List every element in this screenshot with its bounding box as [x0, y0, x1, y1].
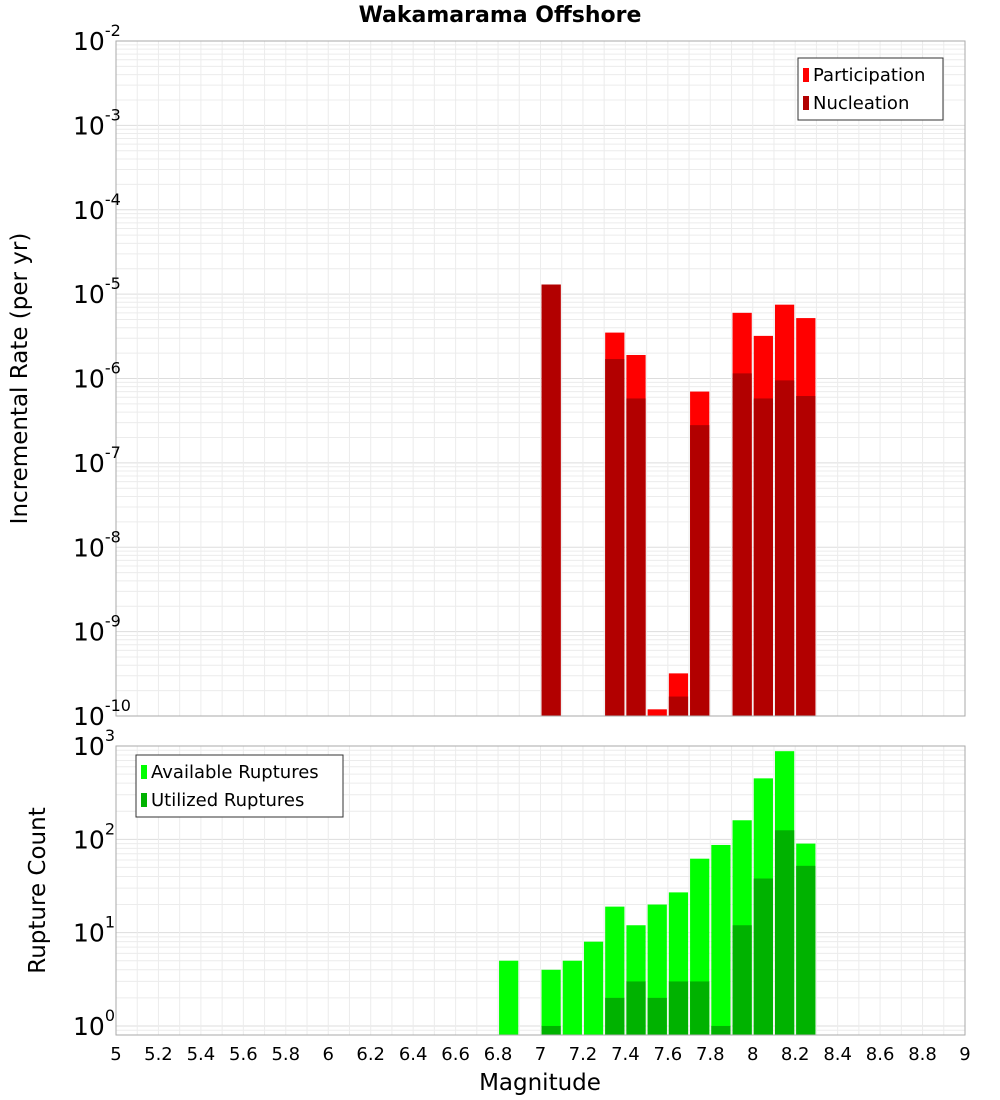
x-tick-label: 5.6 — [229, 1044, 258, 1065]
rate-panel-frame — [115, 40, 966, 717]
y-tick-label: 100 — [73, 1006, 115, 1041]
x-tick-label: 9 — [959, 1044, 970, 1065]
y-tick-label: 10-10 — [73, 696, 131, 731]
x-tick-label: 7.8 — [696, 1044, 725, 1065]
x-tick-label: 8 — [747, 1044, 758, 1065]
bar-participation — [647, 709, 667, 716]
y-tick-label: 10-4 — [73, 190, 121, 225]
x-tick-label: 5.4 — [187, 1044, 216, 1065]
rate-panel-legend: Participation Nucleation — [797, 57, 944, 121]
rate-panel-bars — [541, 284, 816, 716]
bar-utilized-ruptures — [774, 830, 795, 1035]
y-tick-label: 10-3 — [73, 105, 121, 140]
bar-nucleation — [690, 425, 710, 716]
y-tick-label: 10-7 — [73, 443, 121, 478]
x-tick-label: 8.8 — [908, 1044, 937, 1065]
count-panel: 100 101 102 103 Rupture Count Available Rup… — [25, 726, 966, 1041]
bar-nucleation — [796, 396, 816, 716]
legend-box — [135, 754, 344, 818]
legend-box — [797, 57, 944, 121]
bar-nucleation — [732, 373, 752, 716]
x-tick-label: 8.6 — [866, 1044, 895, 1065]
count-panel-bars — [499, 751, 816, 1035]
y-tick-label: 10-9 — [73, 612, 121, 647]
y-tick-label: 10-2 — [73, 21, 121, 56]
bar-utilized-ruptures — [541, 1025, 561, 1035]
y-tick-label: 101 — [73, 913, 115, 948]
bar-available-ruptures — [562, 960, 582, 1035]
legend-label: Participation — [813, 65, 925, 86]
count-panel-frame — [115, 745, 966, 1036]
bar-utilized-ruptures — [711, 1025, 731, 1035]
y-tick-label: 10-5 — [73, 274, 121, 309]
y-tick-label: 10-6 — [73, 359, 121, 394]
bar-utilized-ruptures — [647, 997, 667, 1035]
x-tick-label: 6.6 — [441, 1044, 470, 1065]
bar-available-ruptures — [583, 941, 604, 1035]
count-panel-gridlines — [115, 746, 966, 1036]
rate-panel: 10-10 10-9 10-8 10-7 10-6 10-5 10-4 10-3 10-2 In… — [7, 21, 966, 731]
x-tick-label: 5.2 — [144, 1044, 173, 1065]
bar-utilized-ruptures — [690, 981, 710, 1035]
bar-nucleation — [774, 380, 795, 716]
rate-panel-y-axis-label: Incremental Rate (per yr) — [7, 233, 33, 525]
x-tick-label: 8.4 — [823, 1044, 852, 1065]
legend-swatch — [803, 68, 809, 82]
bar-utilized-ruptures — [732, 925, 752, 1035]
bar-available-ruptures — [711, 844, 731, 1035]
x-tick-label: 7 — [535, 1044, 546, 1065]
bar-available-ruptures — [499, 960, 519, 1035]
x-axis-label: Magnitude — [479, 1070, 601, 1096]
x-tick-label: 5 — [110, 1044, 121, 1065]
bar-nucleation — [668, 696, 689, 716]
chart-title: Wakamarama Offshore — [359, 3, 642, 28]
legend-label: Available Ruptures — [151, 762, 319, 783]
bar-utilized-ruptures — [796, 865, 816, 1035]
y-tick-label: 103 — [73, 726, 115, 761]
bar-nucleation — [605, 359, 625, 716]
bar-utilized-ruptures — [753, 878, 773, 1035]
bar-utilized-ruptures — [626, 981, 646, 1035]
x-tick-label: 7.6 — [654, 1044, 683, 1065]
count-panel-y-axis-label: Rupture Count — [25, 807, 51, 973]
x-tick-label: 6.2 — [356, 1044, 385, 1065]
bar-utilized-ruptures — [605, 997, 625, 1035]
x-tick-label: 7.4 — [611, 1044, 640, 1065]
bar-utilized-ruptures — [668, 981, 689, 1035]
count-panel-y-ticks: 100 101 102 103 — [73, 726, 115, 1041]
x-tick-label: 6.8 — [484, 1044, 513, 1065]
bar-available-ruptures — [541, 969, 561, 1035]
x-tick-label: 6.4 — [399, 1044, 428, 1065]
rate-panel-gridlines — [115, 41, 966, 717]
bar-nucleation — [541, 284, 561, 716]
x-tick-label: 6 — [323, 1044, 334, 1065]
y-tick-label: 10-8 — [73, 527, 121, 562]
legend-label: Utilized Ruptures — [151, 790, 304, 811]
count-panel-legend: Available Ruptures Utilized Ruptures — [135, 754, 344, 818]
legend-swatch — [141, 765, 147, 779]
legend-swatch — [141, 793, 147, 807]
x-tick-label: 7.2 — [569, 1044, 598, 1065]
x-axis-ticks: 5 5.2 5.4 5.6 5.8 6 6.2 6.4 6.6 6.8 7 7.2 7.4 7.6 7.8 8… — [110, 1044, 970, 1065]
legend-swatch — [803, 96, 809, 110]
bar-nucleation — [753, 398, 773, 716]
y-tick-label: 102 — [73, 819, 115, 854]
bar-nucleation — [626, 398, 646, 716]
x-tick-label: 8.2 — [781, 1044, 810, 1065]
x-tick-label: 5.8 — [271, 1044, 300, 1065]
legend-label: Nucleation — [813, 93, 909, 114]
rate-panel-y-ticks: 10-10 10-9 10-8 10-7 10-6 10-5 10-4 10-3 10-2 — [73, 21, 131, 731]
